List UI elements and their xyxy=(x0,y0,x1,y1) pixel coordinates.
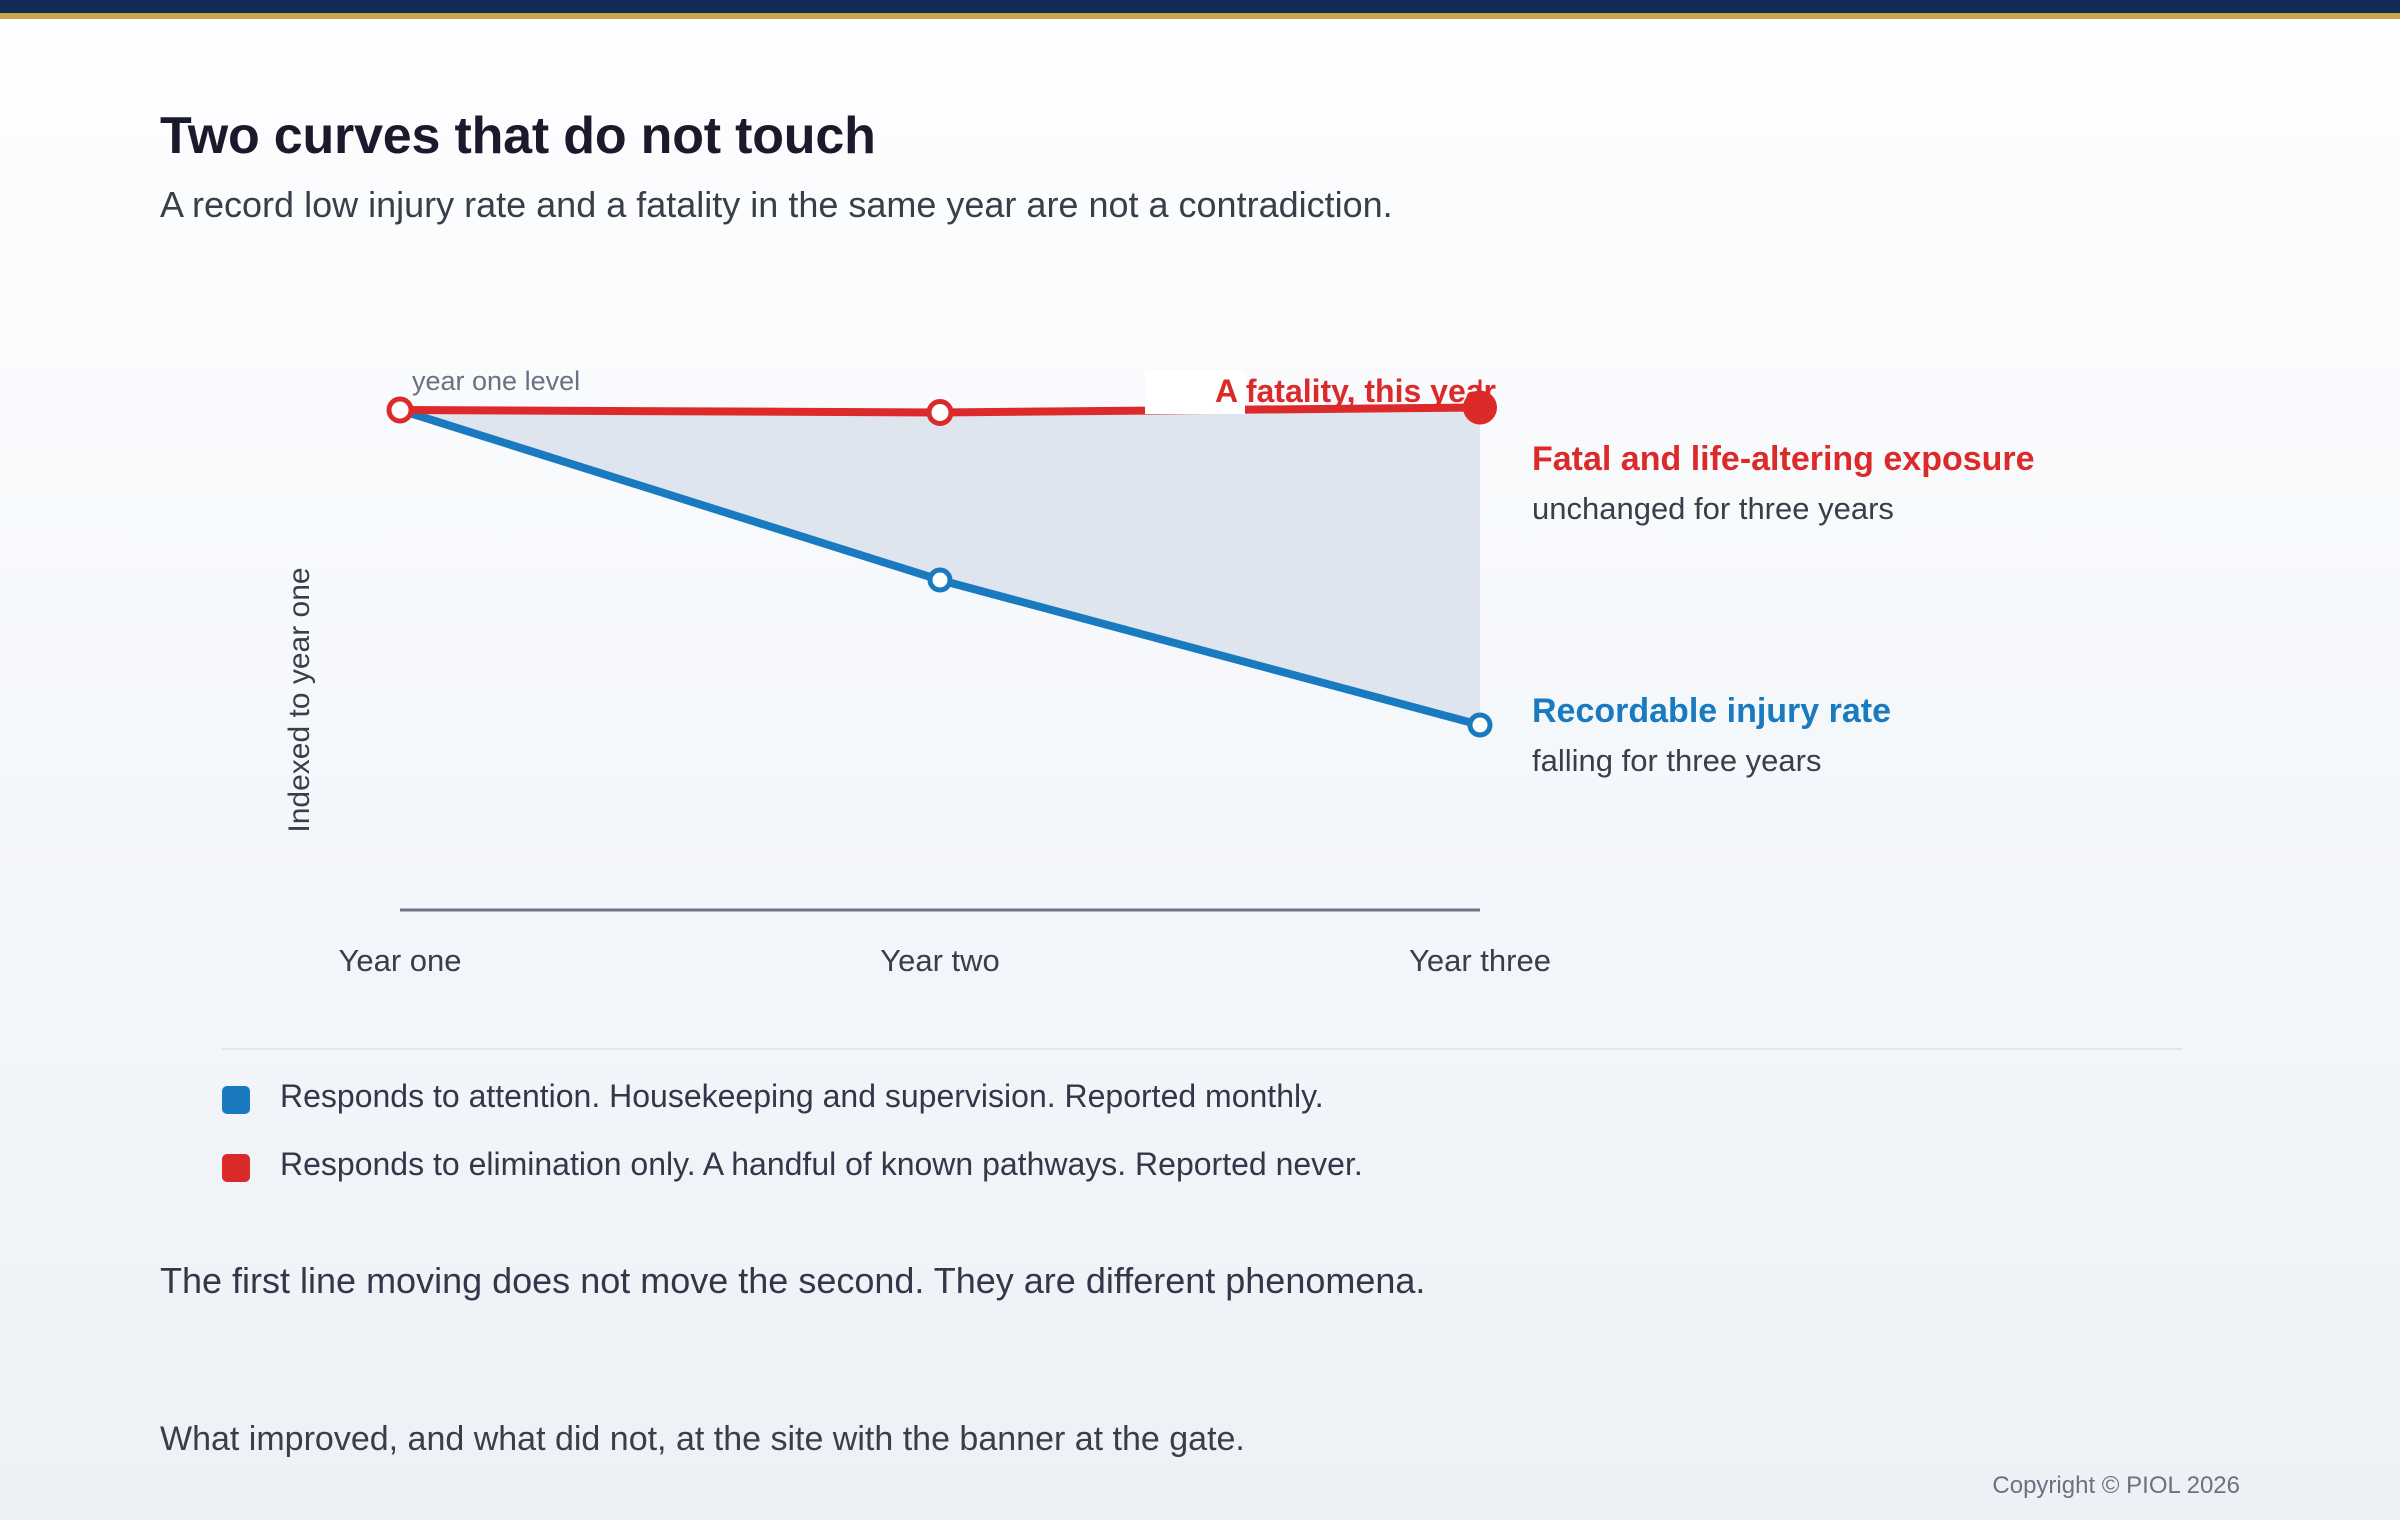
start-annotation: year one level xyxy=(412,366,580,396)
series-sublabel-recordable-injury-rate: falling for three years xyxy=(1532,743,1821,778)
legend-swatch xyxy=(222,1086,250,1114)
x-tick-label: Year two xyxy=(880,943,1000,978)
data-point xyxy=(1467,712,1493,738)
data-point xyxy=(386,396,414,424)
callout-background xyxy=(1145,370,1245,414)
legend-swatch xyxy=(222,1154,250,1182)
top-accent-bar xyxy=(0,0,2400,13)
line-chart: Year one Year two Year three Indexed to yea… xyxy=(283,366,2035,978)
x-tick-label: Year one xyxy=(339,943,462,978)
footer-note: What improved, and what did not, at the … xyxy=(160,1420,1245,1458)
page-title: Two curves that do not touch xyxy=(160,107,876,165)
legend-divider xyxy=(222,1048,2182,1050)
copyright: Copyright © PIOL 2026 xyxy=(1992,1472,2240,1499)
data-point xyxy=(926,399,954,426)
fatality-annotation: A fatality, this year xyxy=(1215,373,1496,409)
series-label-recordable-injury-rate: Recordable injury rate xyxy=(1532,692,1891,730)
x-tick-label: Year three xyxy=(1409,943,1551,978)
chart-note: The first line moving does not move the … xyxy=(160,1260,1426,1301)
page-subtitle: A record low injury rate and a fatality … xyxy=(160,184,1393,225)
top-accent-stripe xyxy=(0,13,2400,19)
gap-area xyxy=(400,407,1480,725)
series-label-fatal-exposure: Fatal and life-altering exposure xyxy=(1532,440,2035,478)
legend-label: Responds to elimination only. A handful … xyxy=(280,1146,1363,1182)
legend-label: Responds to attention. Housekeeping and … xyxy=(280,1078,1324,1114)
series-sublabel-fatal-exposure: unchanged for three years xyxy=(1532,491,1894,526)
data-point xyxy=(927,567,953,593)
y-axis-label: Indexed to year one xyxy=(283,567,316,832)
